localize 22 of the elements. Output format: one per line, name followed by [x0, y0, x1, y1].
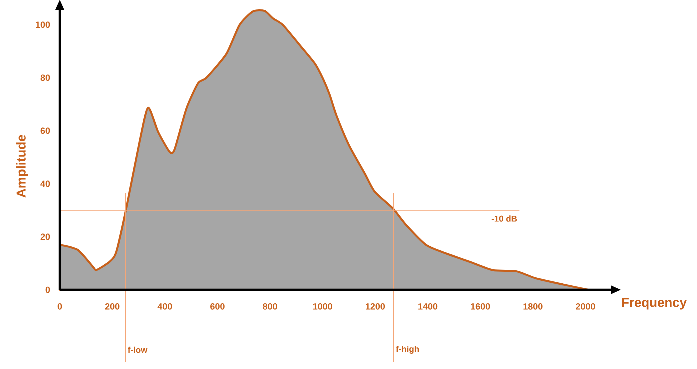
x-tick-label: 1400 — [418, 304, 438, 310]
x-tick-label: 800 — [263, 304, 278, 310]
x-tick-label: 200 — [105, 304, 120, 310]
ref-line-label: f-high — [396, 346, 420, 354]
ref-line-label: -10 dB — [492, 216, 518, 222]
y-tick-label: 0 — [46, 286, 50, 294]
x-tick-label: 1800 — [524, 304, 543, 310]
x-tick-label: 1600 — [471, 304, 490, 310]
x-tick-label: 1200 — [366, 304, 386, 310]
x-tick-label: 2000 — [576, 304, 596, 310]
y-tick-label: 80 — [40, 74, 50, 82]
x-tick-label: 0 — [58, 304, 62, 310]
ref-line-label: f-low — [128, 346, 148, 354]
y-tick-label: 100 — [36, 22, 50, 28]
x-tick-label: 600 — [210, 304, 225, 310]
y-tick-label: 60 — [40, 128, 50, 134]
x-tick-label: 400 — [158, 304, 172, 310]
y-tick-label: 20 — [40, 234, 50, 240]
x-tick-label: 1000 — [313, 304, 332, 310]
x-axis-title: Frequency — [622, 298, 687, 310]
y-axis-title: Amplitude — [16, 135, 28, 198]
y-tick-label: 40 — [40, 180, 50, 188]
